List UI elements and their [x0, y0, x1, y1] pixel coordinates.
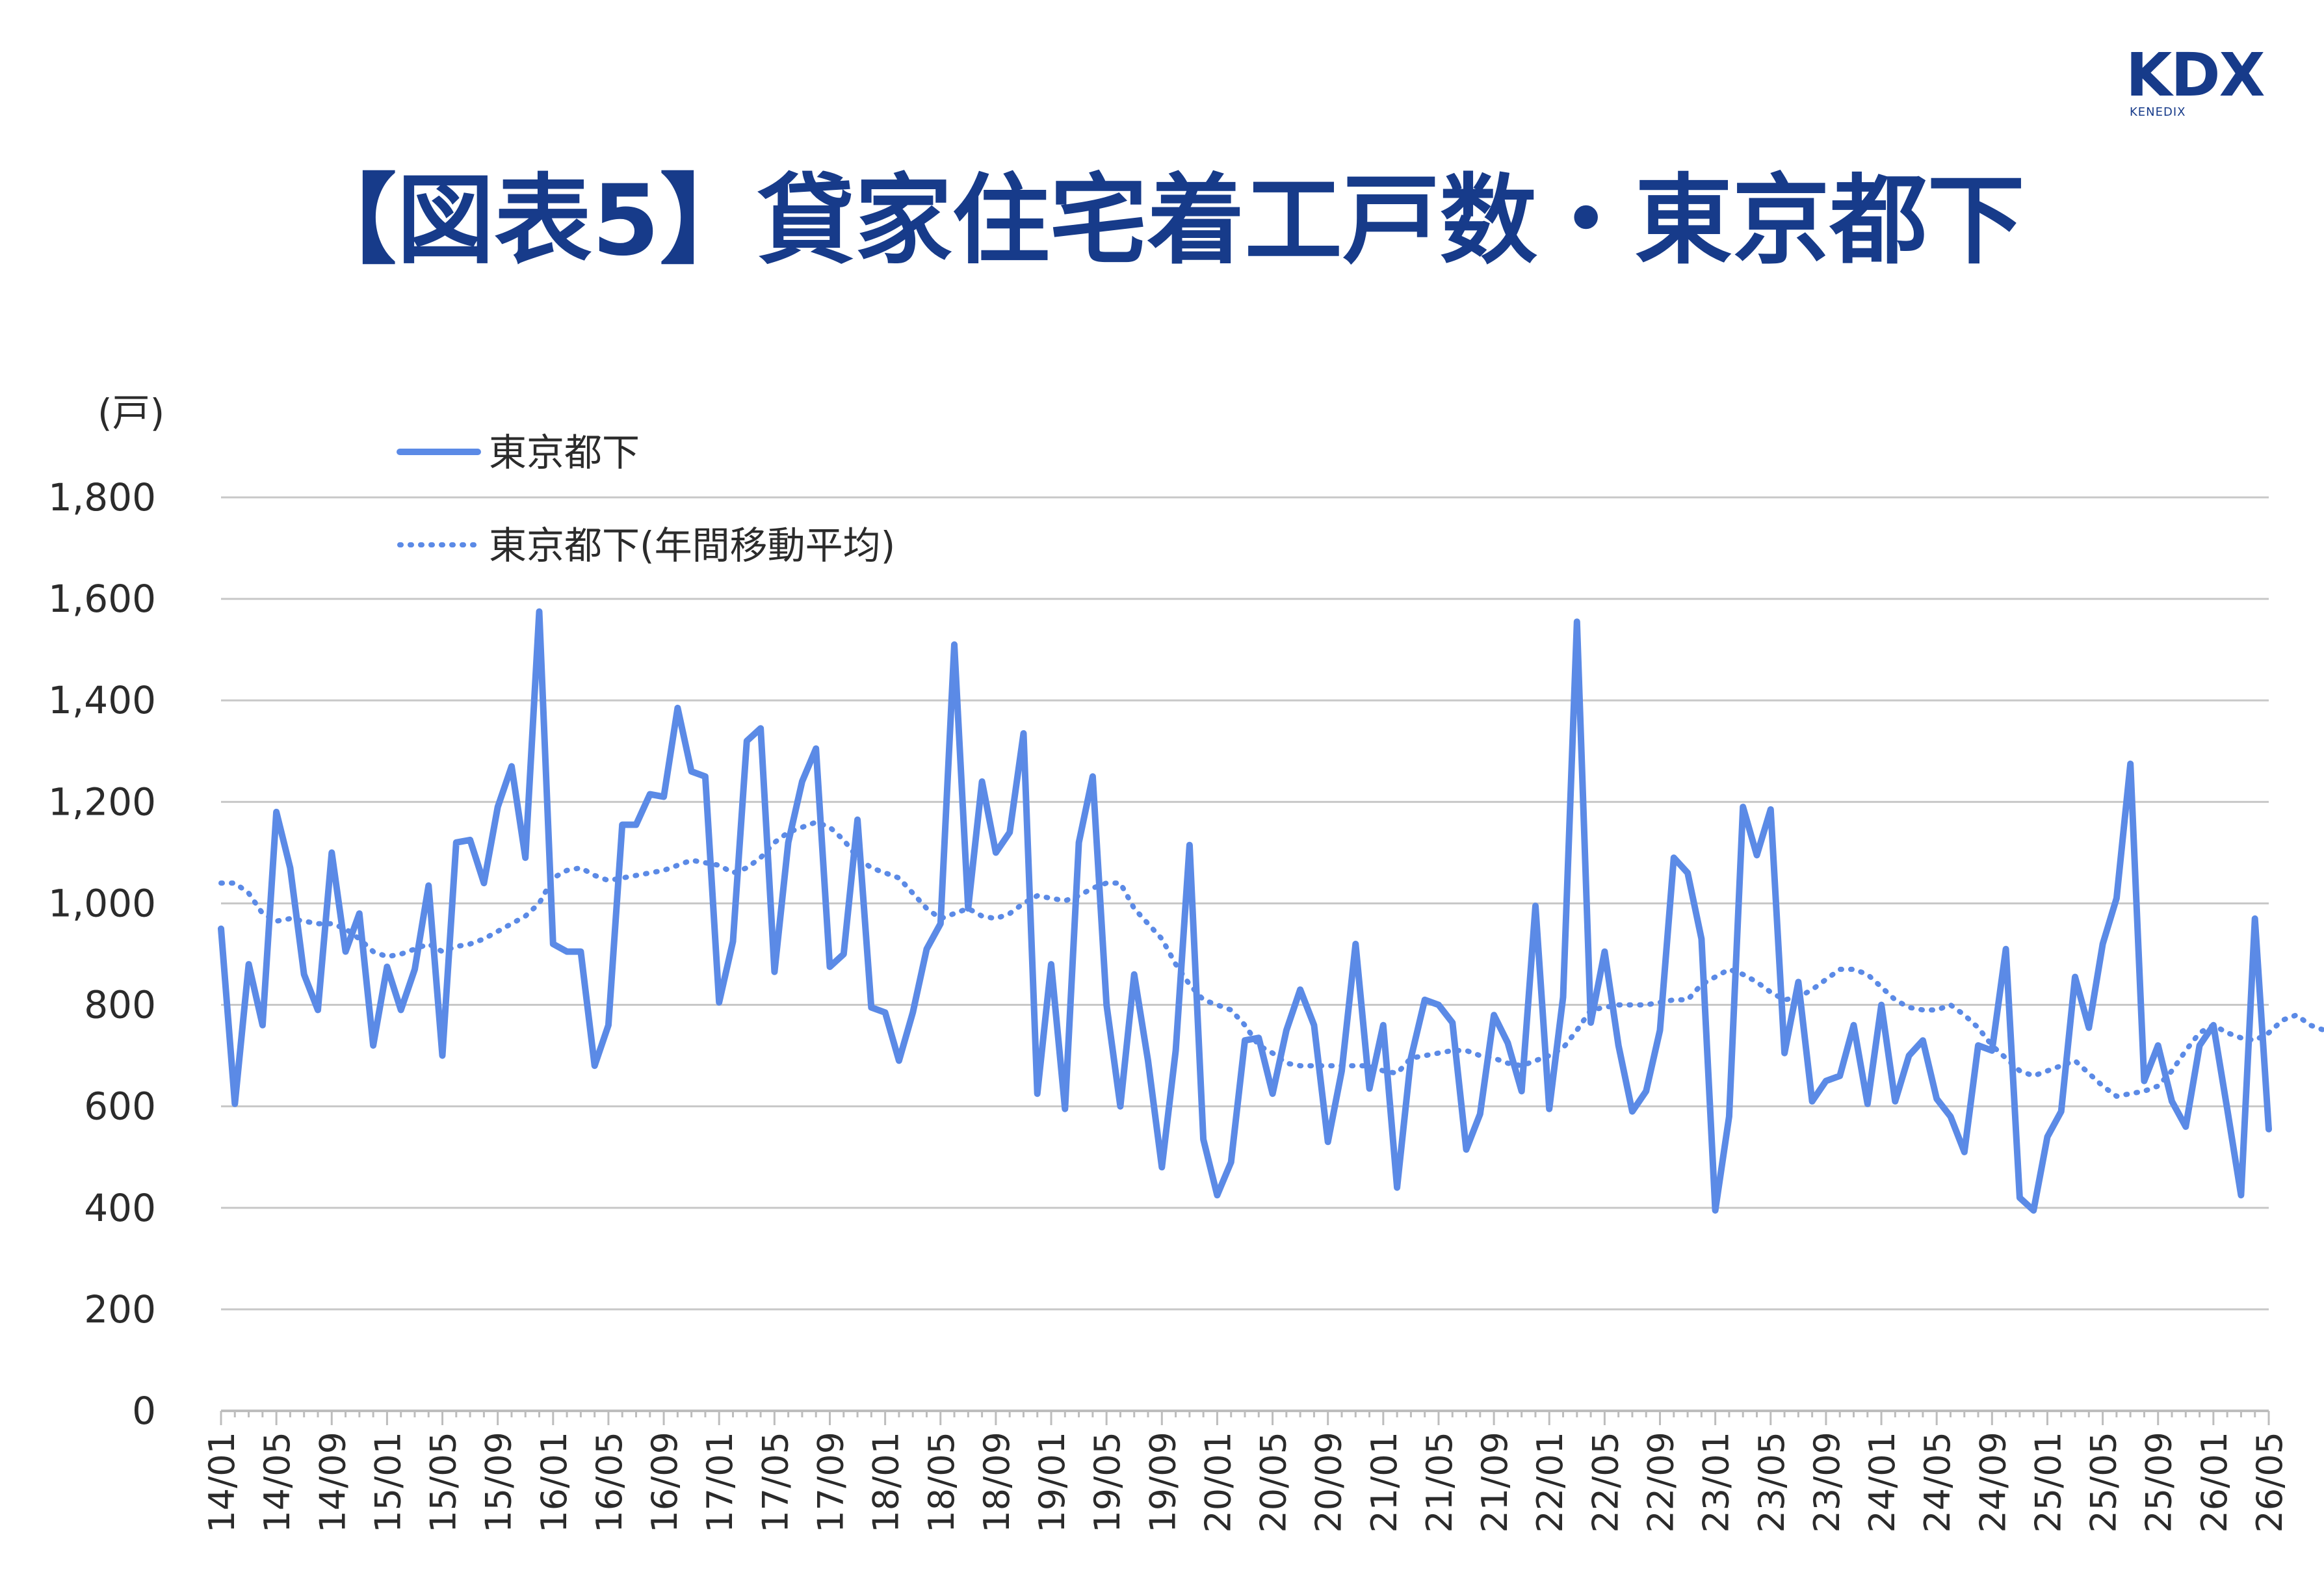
series-line-tokyo-suburbs: [218, 608, 2272, 1214]
x-tick-label: 25/01: [2028, 1432, 2069, 1533]
logo-subtext: KENEDIX: [2130, 105, 2186, 119]
y-tick-labels: 0 200 400 600 800 1,000 1,200 1,400 1,600 1,800: [48, 475, 156, 1433]
x-tick-label: 15/01: [367, 1432, 408, 1533]
y-unit-label: (戸): [98, 391, 164, 435]
x-tick-label: 18/09: [976, 1432, 1017, 1533]
x-tick-label: 17/05: [755, 1432, 796, 1533]
x-tick-label: 18/01: [866, 1432, 907, 1533]
x-tick-label: 23/01: [1696, 1432, 1737, 1533]
x-tick-label: 14/01: [202, 1432, 242, 1533]
page-title: 【図表5】貸家住宅着工戸数・東京都下: [299, 164, 2025, 278]
x-tick-label: 15/05: [423, 1432, 464, 1533]
x-tick-label: 19/01: [1032, 1432, 1073, 1533]
x-tick-label: 17/01: [699, 1432, 740, 1533]
logo-text: KDX: [2126, 40, 2265, 110]
legend: 東京都下 東京都下(年間移動平均): [397, 430, 895, 568]
y-tick-label: 800: [84, 983, 156, 1027]
x-tick-label: 26/05: [2249, 1432, 2290, 1533]
x-tick-label: 21/05: [1419, 1432, 1460, 1533]
legend-label-dotted: 東京都下(年間移動平均): [489, 523, 895, 568]
y-tick-label: 400: [84, 1186, 156, 1230]
y-tick-label: 1,400: [48, 678, 156, 722]
x-tick-label: 16/01: [534, 1432, 575, 1533]
x-tick-label: 25/05: [2083, 1432, 2124, 1533]
x-tick-label: 23/09: [1807, 1432, 1847, 1533]
series-line-moving-average: [218, 819, 2324, 1099]
x-tick-label: 17/09: [810, 1432, 851, 1533]
x-tick-label: 20/09: [1309, 1432, 1350, 1533]
x-tick-label: 18/05: [921, 1432, 962, 1533]
legend-label-solid: 東京都下: [489, 430, 640, 475]
x-tick-label: 21/09: [1474, 1432, 1515, 1533]
x-tick-label: 23/05: [1751, 1432, 1792, 1533]
x-tick-label: 22/09: [1641, 1432, 1682, 1533]
grid-lines: [221, 496, 2269, 1311]
x-tick-label: 15/09: [478, 1432, 519, 1533]
x-tick-label: 19/05: [1087, 1432, 1128, 1533]
x-tick-label: 25/09: [2139, 1432, 2180, 1533]
x-tick-label: 20/01: [1197, 1432, 1238, 1533]
x-tick-label: 24/09: [1972, 1432, 2013, 1533]
x-tick-label: 14/05: [257, 1432, 298, 1533]
series-group: [218, 608, 2324, 1214]
y-tick-label: 200: [84, 1287, 156, 1332]
x-tick-label: 24/05: [1917, 1432, 1958, 1533]
x-tick-label: 24/01: [1862, 1432, 1903, 1533]
x-tick-label: 26/01: [2194, 1432, 2235, 1533]
x-tick-label: 22/01: [1530, 1432, 1571, 1533]
x-tick-label: 21/01: [1364, 1432, 1405, 1533]
x-tick-label: 22/05: [1585, 1432, 1626, 1533]
x-tick-label: 19/09: [1142, 1432, 1183, 1533]
x-tick-label: 14/09: [312, 1432, 353, 1533]
y-tick-label: 1,600: [48, 577, 156, 621]
x-tick-label: 16/09: [644, 1432, 685, 1533]
y-tick-label: 1,200: [48, 780, 156, 824]
y-tick-label: 1,800: [48, 475, 156, 519]
y-tick-label: 1,000: [48, 881, 156, 925]
kdx-logo: KDX KENEDIX: [2126, 40, 2288, 120]
x-tick-label: 20/05: [1253, 1432, 1294, 1533]
y-tick-label: 0: [132, 1389, 156, 1433]
x-axis: [220, 1410, 2270, 1425]
y-tick-label: 600: [84, 1084, 156, 1129]
x-tick-labels: 14/01 14/05 14/09 15/01 15/05 15/09 16/01 16/05…: [202, 1432, 2290, 1533]
x-tick-label: 16/05: [589, 1432, 630, 1533]
